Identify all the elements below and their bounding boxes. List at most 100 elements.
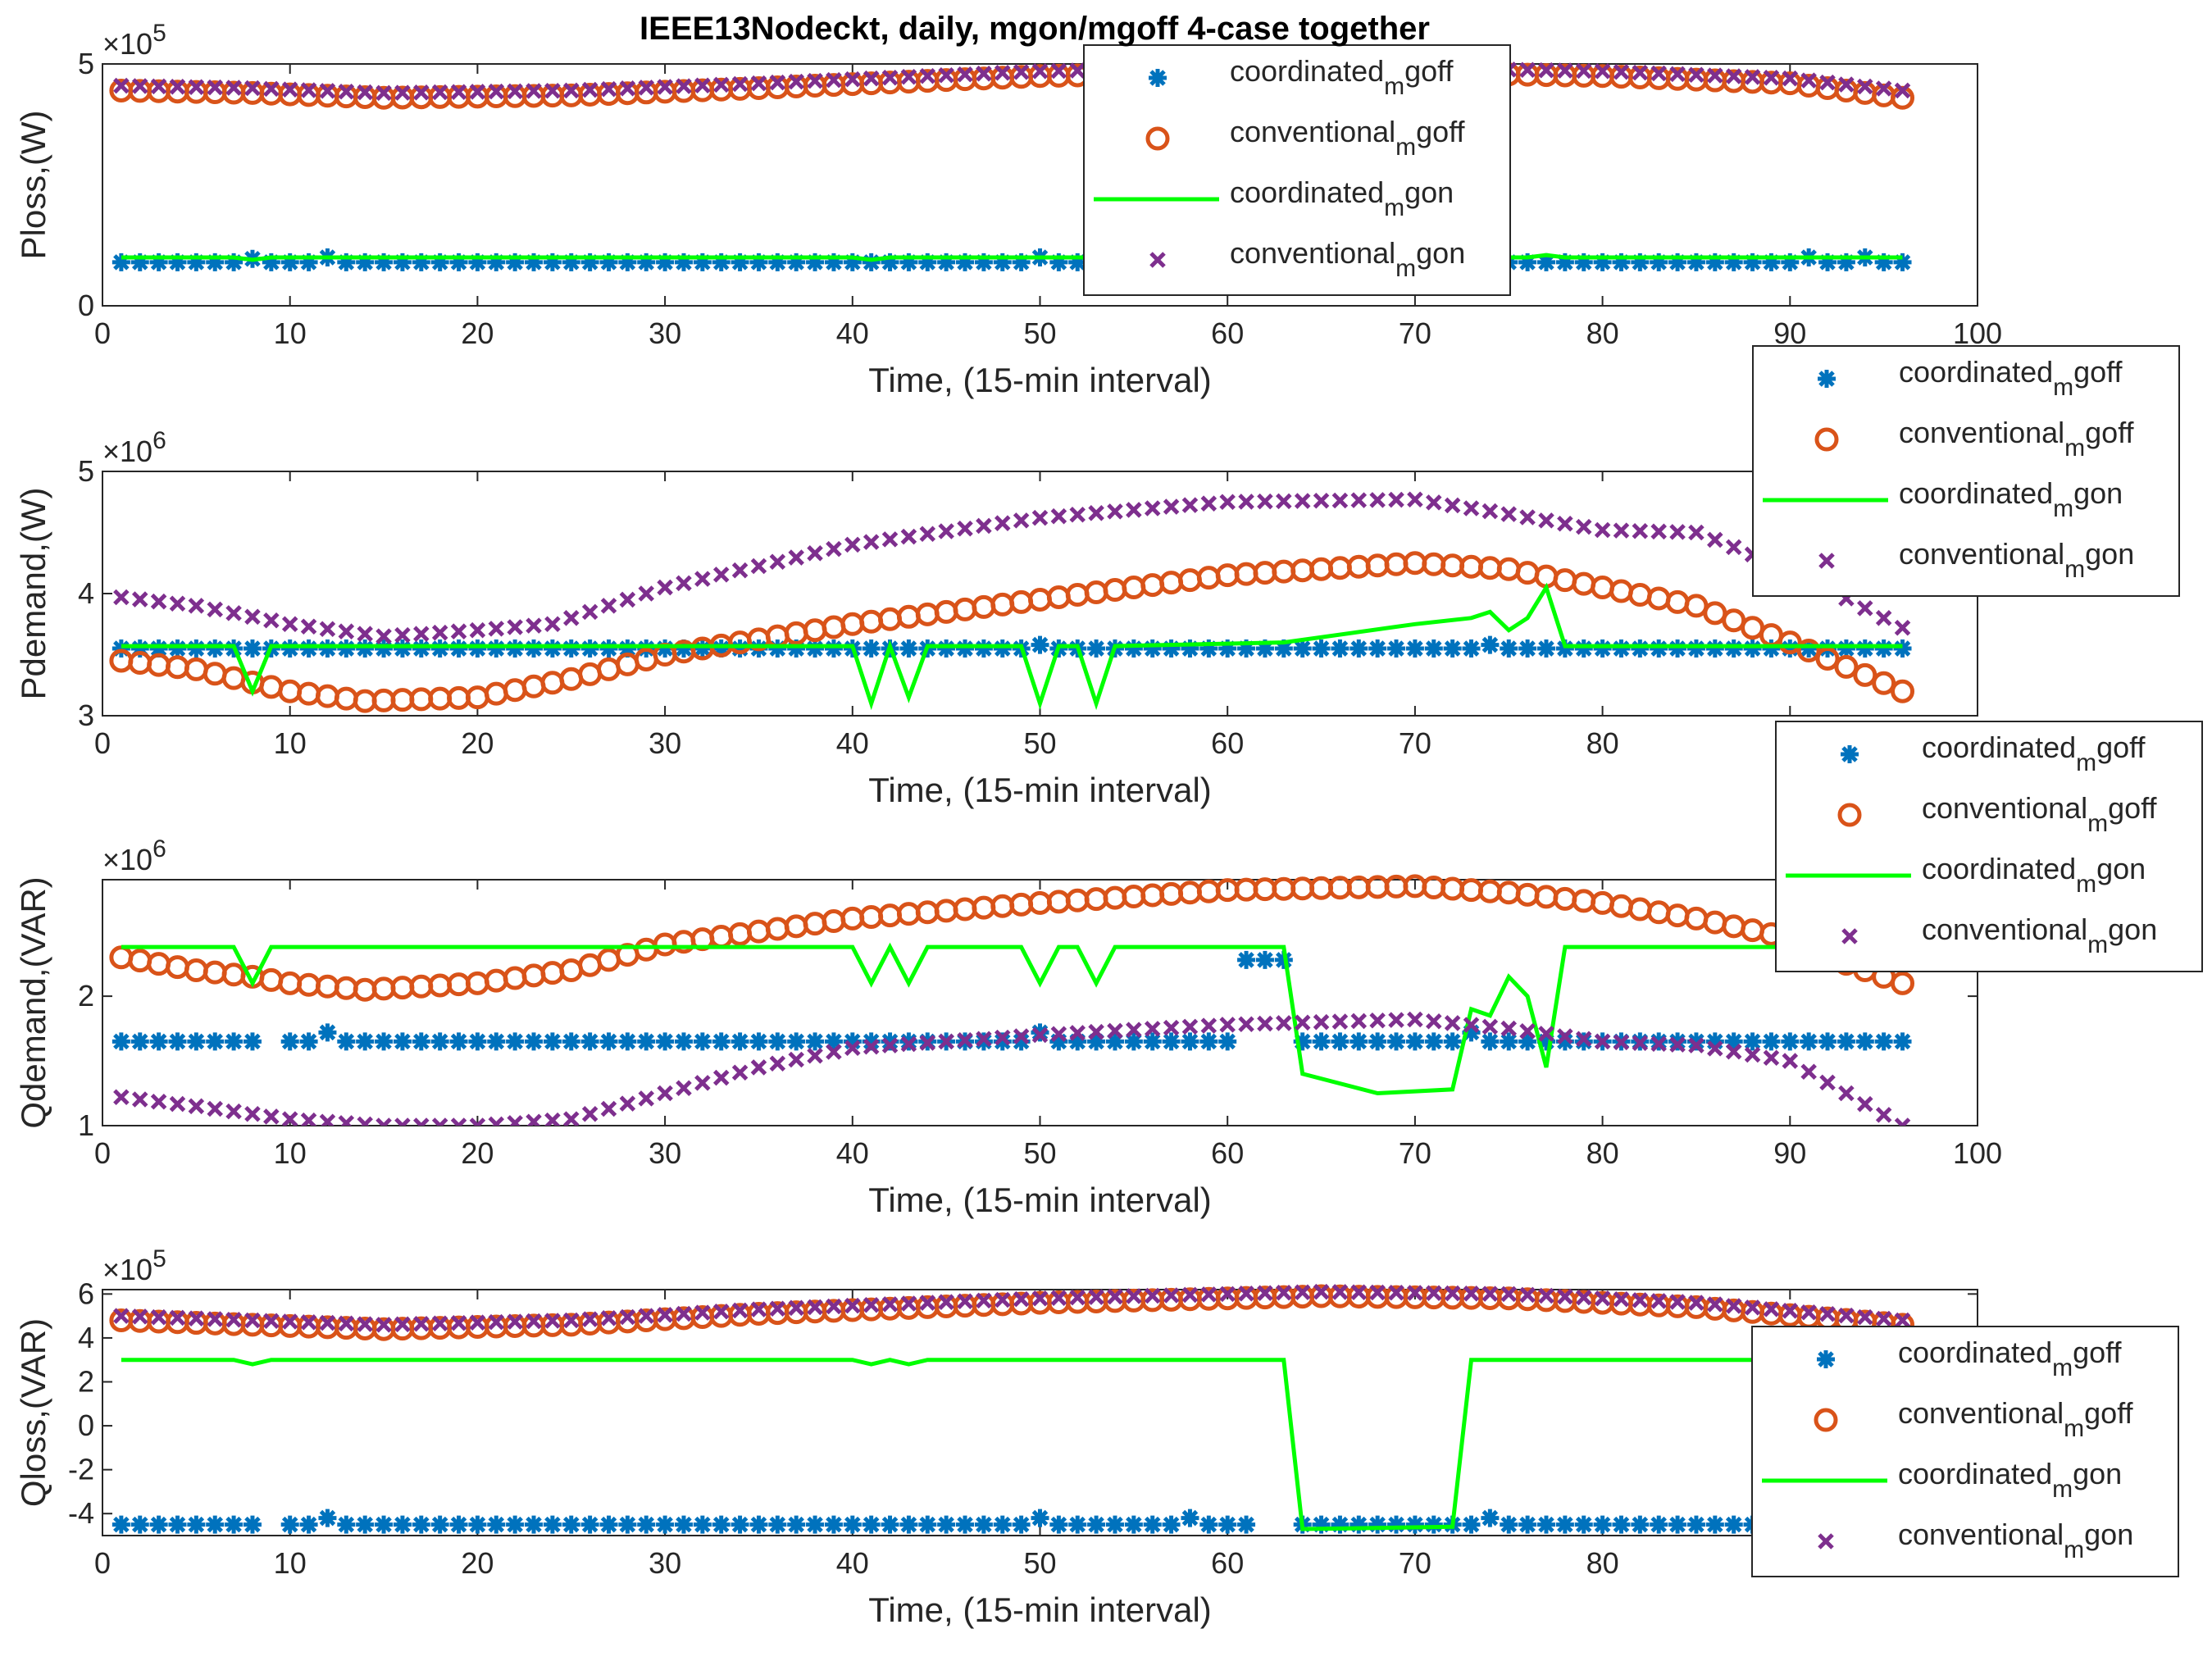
data-point bbox=[674, 1515, 693, 1534]
data-point bbox=[1894, 619, 1911, 636]
data-point bbox=[300, 1112, 317, 1126]
y-tick-label: 0 bbox=[78, 1408, 94, 1442]
data-point bbox=[1555, 1032, 1574, 1051]
data-point bbox=[899, 639, 918, 658]
data-point bbox=[637, 253, 656, 271]
series-line bbox=[121, 582, 1903, 711]
data-point bbox=[769, 553, 786, 571]
data-point bbox=[1313, 492, 1330, 509]
data-point bbox=[787, 1032, 806, 1051]
data-point bbox=[1462, 639, 1481, 658]
data-point bbox=[994, 515, 1011, 531]
data-point bbox=[1219, 1286, 1236, 1303]
data-point bbox=[599, 639, 618, 658]
data-point bbox=[1126, 1022, 1142, 1038]
legend-label: coordinatedmgon bbox=[1230, 175, 1454, 221]
data-point bbox=[300, 1314, 317, 1331]
data-point bbox=[243, 639, 262, 658]
data-point bbox=[506, 639, 525, 658]
data-point bbox=[431, 1117, 448, 1126]
data-point bbox=[1894, 1117, 1911, 1126]
series-group bbox=[109, 491, 1915, 713]
data-point bbox=[206, 253, 225, 271]
data-point bbox=[1443, 639, 1462, 658]
data-point bbox=[657, 1307, 673, 1323]
data-point bbox=[244, 80, 261, 97]
data-point bbox=[1257, 493, 1273, 510]
data-point bbox=[993, 253, 1012, 271]
data-point bbox=[1276, 493, 1292, 510]
data-point bbox=[638, 1090, 654, 1107]
data-point bbox=[562, 1312, 580, 1329]
data-point bbox=[394, 1316, 411, 1333]
data-point bbox=[1743, 639, 1762, 658]
data-point bbox=[1463, 1017, 1480, 1033]
legend: coordinatedmgoff conventionalmgoff coordin… bbox=[1083, 44, 1511, 296]
data-point bbox=[1200, 1017, 1218, 1034]
y-tick-label: -2 bbox=[68, 1453, 94, 1486]
data-point bbox=[169, 1309, 186, 1327]
data-point bbox=[1781, 1032, 1800, 1051]
data-point bbox=[862, 534, 880, 550]
data-point bbox=[1294, 1014, 1311, 1031]
x-axis-label: Time, (15-min interval) bbox=[868, 1181, 1212, 1219]
x-tick-label: 0 bbox=[94, 1136, 111, 1170]
data-point bbox=[469, 84, 486, 100]
data-point bbox=[1124, 1032, 1143, 1051]
data-point bbox=[919, 526, 936, 543]
data-point bbox=[638, 80, 654, 96]
legend: coordinatedmgoff conventionalmgoff coordin… bbox=[1775, 721, 2203, 972]
data-point bbox=[1557, 516, 1573, 532]
legend-label: conventionalmgon bbox=[1922, 912, 2157, 958]
data-point bbox=[113, 589, 130, 606]
x-tick-label: 30 bbox=[649, 1136, 681, 1170]
data-point bbox=[1369, 1013, 1386, 1029]
data-point bbox=[1293, 1032, 1312, 1051]
data-point bbox=[1049, 1032, 1068, 1051]
data-point bbox=[1105, 1032, 1124, 1051]
data-point bbox=[1594, 521, 1611, 539]
x-tick-label: 70 bbox=[1399, 1136, 1431, 1170]
data-point bbox=[262, 253, 280, 271]
data-point bbox=[1763, 1049, 1780, 1067]
x-tick-label: 20 bbox=[461, 316, 494, 350]
data-point bbox=[1276, 1284, 1292, 1301]
data-point bbox=[1107, 503, 1123, 520]
data-point bbox=[1500, 1032, 1518, 1051]
data-point bbox=[1162, 639, 1181, 658]
data-point bbox=[168, 1515, 187, 1534]
data-point bbox=[1368, 639, 1387, 658]
data-point bbox=[1838, 1085, 1855, 1102]
data-point bbox=[600, 598, 617, 614]
data-point bbox=[319, 1314, 336, 1331]
data-point bbox=[1162, 1515, 1181, 1534]
data-point bbox=[899, 1515, 918, 1534]
data-point bbox=[280, 1032, 299, 1051]
data-point bbox=[750, 75, 767, 92]
data-point bbox=[1255, 639, 1274, 658]
data-point bbox=[507, 1313, 523, 1330]
x-tick-label: 10 bbox=[274, 1136, 307, 1170]
data-point bbox=[1331, 1515, 1350, 1534]
series-coordinated_mgon bbox=[121, 942, 1903, 1096]
x-tick-label: 80 bbox=[1586, 316, 1619, 350]
data-point bbox=[1855, 1032, 1874, 1051]
y-exponent-label: ×105 bbox=[102, 1245, 166, 1286]
data-point bbox=[844, 71, 861, 88]
legend-swatch bbox=[1814, 427, 1839, 452]
data-point bbox=[1181, 639, 1199, 658]
data-point bbox=[618, 1032, 637, 1051]
data-point bbox=[1350, 1284, 1368, 1300]
data-point bbox=[318, 1509, 337, 1527]
data-point bbox=[1031, 635, 1049, 654]
data-point bbox=[263, 1313, 280, 1330]
data-point bbox=[1594, 1290, 1611, 1307]
y-tick-label: 2 bbox=[78, 979, 94, 1013]
data-point bbox=[430, 1032, 449, 1051]
data-point bbox=[674, 1032, 693, 1051]
data-point bbox=[412, 253, 430, 271]
data-point bbox=[244, 1312, 261, 1329]
data-point bbox=[1557, 1028, 1573, 1044]
series-coordinated_mgon bbox=[121, 253, 1903, 262]
data-point bbox=[581, 603, 599, 621]
